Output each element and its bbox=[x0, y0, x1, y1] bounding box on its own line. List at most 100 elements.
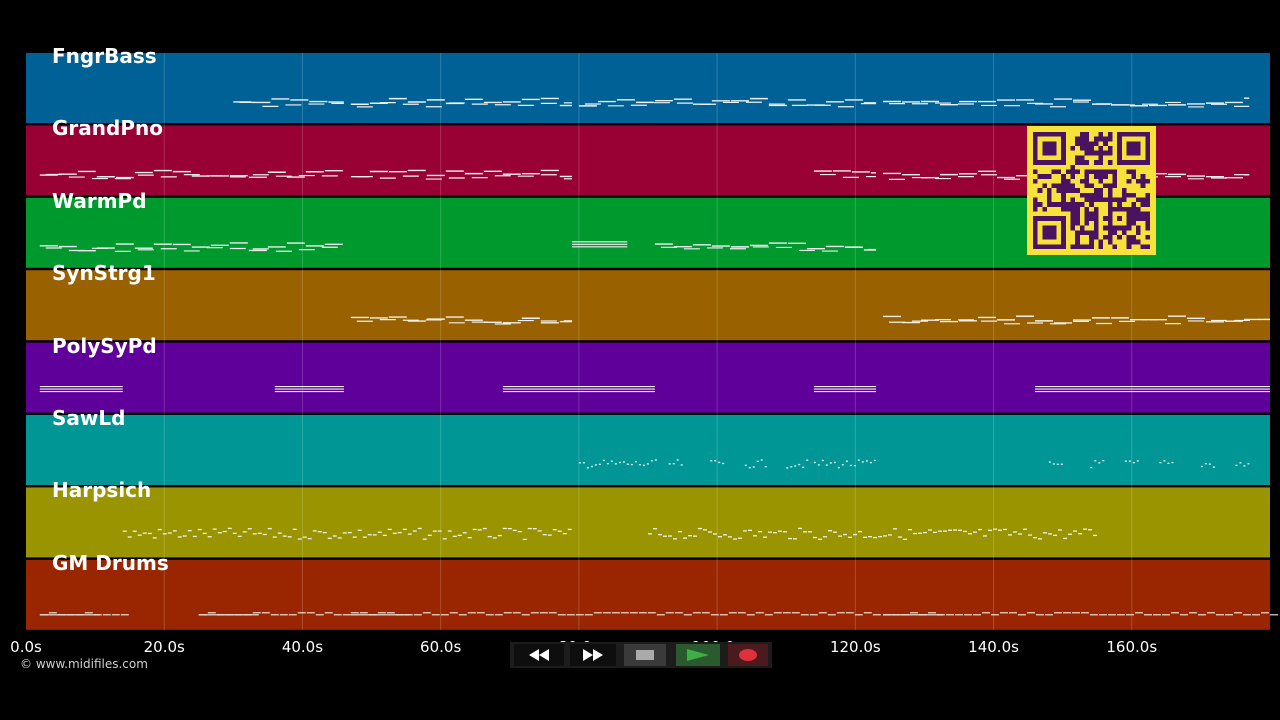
note-group bbox=[668, 459, 683, 466]
copyright-text: © www.midifiles.com bbox=[20, 657, 148, 671]
qr-module bbox=[1098, 150, 1104, 156]
qr-module bbox=[1084, 141, 1090, 147]
qr-module bbox=[1075, 239, 1080, 245]
qr-module bbox=[1140, 244, 1146, 249]
qr-module bbox=[1107, 188, 1113, 193]
qr-module bbox=[1131, 239, 1136, 245]
qr-module bbox=[1107, 197, 1113, 203]
qr-module bbox=[1070, 206, 1076, 212]
qr-module bbox=[1079, 160, 1085, 165]
qr-module bbox=[1112, 169, 1118, 175]
qr-module bbox=[1098, 136, 1104, 142]
qr-module bbox=[1075, 206, 1080, 212]
track-lane-0 bbox=[26, 53, 1270, 123]
qr-module bbox=[1075, 216, 1080, 221]
qr-module bbox=[1093, 160, 1099, 165]
qr-module bbox=[1098, 160, 1104, 165]
qr-module bbox=[1079, 244, 1085, 249]
qr-module bbox=[1131, 206, 1136, 212]
qr-module bbox=[1084, 220, 1090, 226]
record-button[interactable] bbox=[728, 644, 768, 666]
qr-module bbox=[1131, 220, 1136, 226]
qr-module bbox=[1089, 183, 1094, 189]
qr-module bbox=[1089, 146, 1094, 151]
track-label: GM Drums bbox=[52, 550, 169, 575]
qr-module bbox=[1126, 178, 1132, 184]
qr-module bbox=[1061, 188, 1066, 193]
rewind-button[interactable] bbox=[514, 644, 564, 666]
qr-module bbox=[1117, 202, 1122, 207]
track-label: PolySyPd bbox=[52, 333, 157, 358]
time-tick-label: 160.0s bbox=[1106, 638, 1158, 656]
qr-module bbox=[1089, 169, 1094, 175]
fast-forward-button[interactable] bbox=[570, 644, 616, 666]
qr-module bbox=[1145, 234, 1150, 240]
qr-module bbox=[1145, 220, 1150, 226]
qr-module bbox=[1135, 211, 1141, 217]
qr-module bbox=[1042, 206, 1048, 212]
time-tick-label: 40.0s bbox=[281, 638, 324, 656]
qr-module bbox=[1093, 136, 1099, 142]
track-label: WarmPd bbox=[52, 188, 147, 213]
qr-module bbox=[1103, 225, 1108, 231]
qr-module bbox=[1056, 188, 1062, 193]
note-group bbox=[1200, 463, 1215, 468]
track-lane-5 bbox=[26, 415, 1270, 485]
note-group bbox=[39, 169, 344, 180]
qr-module bbox=[1084, 132, 1090, 137]
qr-module bbox=[1126, 169, 1132, 175]
qr-module bbox=[1135, 239, 1141, 245]
note-group bbox=[39, 242, 344, 252]
track-lane-3 bbox=[26, 270, 1270, 341]
qr-module bbox=[1070, 174, 1076, 179]
qr-module bbox=[1135, 216, 1141, 221]
record-icon bbox=[739, 649, 757, 661]
qr-module bbox=[1098, 132, 1104, 137]
qr-module bbox=[1084, 183, 1090, 189]
qr-module bbox=[1093, 188, 1099, 193]
qr-module bbox=[1098, 188, 1104, 193]
qr-module bbox=[1103, 183, 1108, 189]
qr-module bbox=[1103, 150, 1108, 156]
qr-module bbox=[1070, 183, 1076, 189]
qr-module bbox=[1103, 136, 1108, 142]
qr-module bbox=[1089, 202, 1094, 207]
qr-code bbox=[1027, 126, 1156, 255]
note-group bbox=[274, 386, 344, 393]
qr-module bbox=[1140, 174, 1146, 179]
qr-module bbox=[1135, 197, 1141, 203]
qr-module bbox=[1075, 169, 1080, 175]
qr-module bbox=[1093, 192, 1099, 198]
time-tick-label: 20.0s bbox=[143, 638, 185, 656]
track-lane-6 bbox=[26, 487, 1270, 558]
note-group bbox=[198, 612, 351, 616]
stop-button[interactable] bbox=[624, 644, 666, 666]
note-group bbox=[654, 242, 877, 252]
qr-finder-core bbox=[1042, 225, 1057, 240]
qr-module bbox=[1075, 141, 1080, 147]
qr-module bbox=[1121, 230, 1127, 235]
qr-module bbox=[1089, 150, 1094, 156]
note-group bbox=[578, 97, 877, 108]
qr-module bbox=[1033, 169, 1038, 175]
play-button[interactable] bbox=[676, 644, 720, 666]
qr-module bbox=[1112, 244, 1118, 249]
qr-module bbox=[1140, 202, 1146, 207]
note-group bbox=[744, 459, 767, 469]
qr-module bbox=[1098, 178, 1104, 184]
qr-module bbox=[1051, 169, 1057, 175]
qr-module bbox=[1112, 230, 1118, 235]
qr-module bbox=[1093, 220, 1099, 226]
qr-module bbox=[1070, 188, 1076, 193]
qr-module bbox=[1107, 202, 1113, 207]
qr-module bbox=[1112, 197, 1118, 203]
qr-module bbox=[1047, 192, 1052, 198]
qr-module bbox=[1098, 174, 1104, 179]
qr-module bbox=[1103, 174, 1108, 179]
qr-module bbox=[1075, 188, 1080, 193]
note-group bbox=[882, 97, 1250, 108]
qr-module bbox=[1121, 188, 1127, 193]
note-group bbox=[350, 169, 572, 180]
qr-module bbox=[1075, 160, 1080, 165]
qr-module bbox=[1135, 178, 1141, 184]
